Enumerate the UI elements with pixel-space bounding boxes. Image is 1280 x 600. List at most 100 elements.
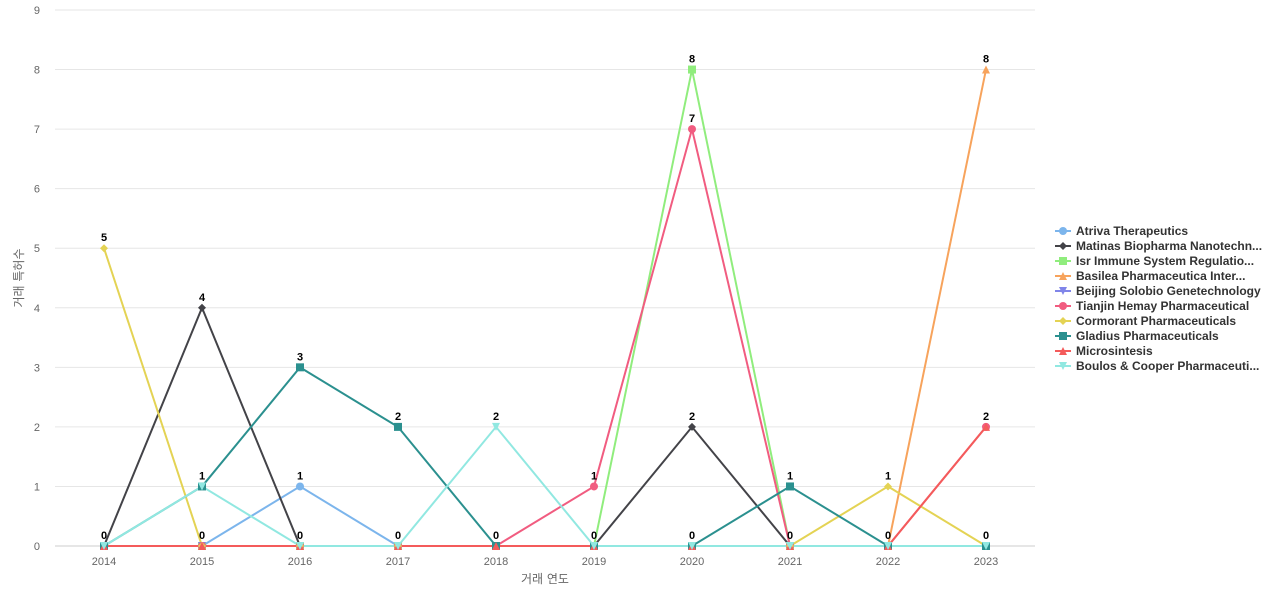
data-label: 3: [297, 351, 303, 363]
legend-marker: [1059, 257, 1067, 265]
data-label: 0: [885, 530, 891, 542]
data-label: 0: [787, 530, 793, 542]
legend-item[interactable]: Isr Immune System Regulatio...: [1055, 254, 1254, 268]
data-point: [590, 542, 598, 550]
data-point: [688, 65, 696, 74]
legend-label: Microsintesis: [1076, 344, 1153, 358]
legend-label: Gladius Pharmaceuticals: [1076, 329, 1219, 343]
data-point: [982, 65, 990, 74]
legend-label: Matinas Biopharma Nanotechn...: [1076, 239, 1262, 253]
legend-label: Basilea Pharmaceutica Inter...: [1076, 269, 1245, 283]
data-point: [688, 422, 696, 431]
data-point: [198, 542, 206, 550]
legend-marker: [1059, 332, 1067, 340]
data-label: 8: [689, 54, 695, 66]
data-point: [884, 542, 892, 550]
legend-item[interactable]: Basilea Pharmaceutica Inter...: [1055, 269, 1245, 283]
y-tick-label: 9: [34, 5, 40, 17]
x-tick-label: 2015: [190, 556, 214, 568]
data-label: 2: [983, 411, 989, 423]
legend-marker: [1059, 242, 1067, 250]
legend-item[interactable]: Boulos & Cooper Pharmaceuti...: [1055, 359, 1259, 373]
series-line: [104, 128, 987, 547]
data-point: [100, 244, 108, 253]
x-tick-label: 2020: [680, 556, 704, 568]
data-point: [688, 125, 696, 134]
legend-item[interactable]: Atriva Therapeutics: [1055, 224, 1188, 238]
y-tick-label: 3: [34, 362, 40, 374]
data-point: [982, 422, 990, 431]
legend-marker: [1059, 227, 1067, 235]
legend-marker: [1059, 347, 1067, 355]
data-point: [296, 542, 304, 550]
data-point: [198, 303, 206, 312]
legend-item[interactable]: Matinas Biopharma Nanotechn...: [1055, 239, 1262, 253]
data-label: 4: [199, 292, 206, 304]
data-label: 0: [591, 530, 597, 542]
data-label: 5: [101, 232, 107, 244]
data-labels: 0 5 1 4 0 3 1 0 2 0 2 0 1 0 8 7 2 0 1 0 1 0 8 2 0: [101, 54, 989, 542]
data-label: 1: [787, 470, 793, 482]
legend-label: Beijing Solobio Genetechnology: [1076, 284, 1261, 298]
legend-label: Boulos & Cooper Pharmaceuti...: [1076, 359, 1259, 373]
data-point: [982, 542, 990, 550]
y-axis-title: 거래 특허수: [12, 248, 26, 307]
x-tick-label: 2017: [386, 556, 410, 568]
legend-item[interactable]: Microsintesis: [1055, 344, 1153, 358]
series-lines: [103, 69, 987, 547]
data-label: 0: [395, 530, 401, 542]
grid: [55, 9, 1035, 547]
data-point: [296, 363, 304, 372]
data-label: 2: [493, 411, 499, 423]
data-point: [492, 542, 500, 550]
legend-item[interactable]: Gladius Pharmaceuticals: [1055, 329, 1219, 343]
x-tick-label: 2018: [484, 556, 508, 568]
legend-marker: [1059, 302, 1067, 310]
series-line: [103, 425, 986, 547]
data-label: 7: [689, 113, 695, 125]
data-point: [884, 482, 892, 491]
data-label: 1: [885, 470, 891, 482]
data-label: 0: [493, 530, 499, 542]
series-markers: [100, 65, 990, 550]
y-tick-label: 6: [34, 184, 40, 196]
y-tick-label: 8: [34, 65, 40, 77]
data-label: 1: [297, 470, 303, 482]
legend-item[interactable]: Cormorant Pharmaceuticals: [1055, 314, 1236, 328]
data-label: 2: [395, 411, 401, 423]
data-label: 8: [983, 54, 989, 66]
data-point: [590, 482, 598, 491]
legend-label: Atriva Therapeutics: [1076, 224, 1188, 238]
data-point: [394, 542, 402, 550]
data-point: [492, 422, 500, 431]
series-line: [103, 247, 987, 547]
y-tick-label: 0: [34, 541, 40, 553]
x-tick-label: 2023: [974, 556, 998, 568]
x-axis-title: 거래 연도: [521, 572, 569, 586]
data-label: 1: [199, 470, 205, 482]
data-point: [394, 422, 402, 431]
y-tick-label: 5: [34, 243, 40, 255]
data-label: 0: [199, 530, 205, 542]
x-tick-label: 2022: [876, 556, 900, 568]
x-axis-ticks: 2014 2015 2016 2017 2018 2019 2020 2021 2022 2023: [92, 556, 998, 568]
legend-label: Isr Immune System Regulatio...: [1076, 254, 1254, 268]
legend-marker: [1059, 272, 1067, 280]
x-tick-label: 2021: [778, 556, 802, 568]
y-tick-label: 1: [34, 481, 40, 493]
legend-marker: [1059, 287, 1067, 295]
y-tick-label: 2: [34, 422, 40, 434]
x-tick-label: 2014: [92, 556, 116, 568]
data-label: 0: [101, 530, 107, 542]
data-point: [786, 542, 794, 550]
data-label: 0: [297, 530, 303, 542]
y-tick-label: 4: [34, 303, 40, 315]
legend-item[interactable]: Beijing Solobio Genetechnology: [1055, 284, 1261, 298]
y-axis-ticks: 0 1 2 3 4 5 6 7 8 9: [34, 5, 40, 553]
data-label: 1: [591, 470, 597, 482]
legend-label: Cormorant Pharmaceuticals: [1076, 314, 1236, 328]
legend-item[interactable]: Tianjin Hemay Pharmaceutical: [1055, 299, 1249, 313]
legend-marker: [1059, 362, 1067, 370]
